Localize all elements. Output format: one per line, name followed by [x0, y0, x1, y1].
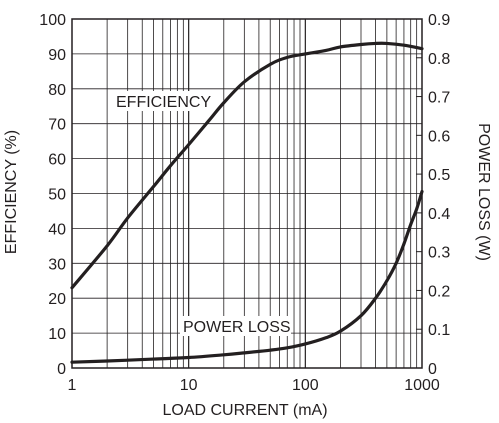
x-tick-label: 1000 [404, 377, 440, 394]
y-tick-label: 30 [48, 256, 66, 273]
x-tick-label: 100 [292, 377, 319, 394]
y-tick-label: 100 [39, 12, 66, 29]
y2-tick-label: 0 [428, 361, 437, 378]
y-tick-label: 60 [48, 152, 66, 169]
y-tick-label: 70 [48, 117, 66, 134]
y2-tick-label: 0.9 [428, 12, 450, 29]
y2-tick-label: 0.3 [428, 245, 450, 262]
power-loss-series-label-group: POWER LOSS [180, 316, 291, 336]
power-loss-label-bg [180, 316, 291, 336]
y-axis-label: EFFICIENCY (%) [3, 130, 20, 254]
efficiency-line [70, 41, 424, 290]
y-tick-label: 80 [48, 82, 66, 99]
efficiency-label-bg [112, 91, 206, 111]
y2-tick-label: 0.6 [428, 128, 450, 145]
grid [72, 19, 422, 368]
x-tick-label: 1 [68, 377, 77, 394]
y2-tick-label: 0.1 [428, 322, 450, 339]
y2-tick-label: 0.2 [428, 283, 450, 300]
tick-labels: 010203040506070809010000.10.20.30.40.50.… [39, 12, 450, 394]
y-tick-label: 40 [48, 221, 66, 238]
y-tick-label: 0 [57, 361, 66, 378]
y2-tick-label: 0.8 [428, 51, 450, 68]
y2-axis-label: POWER LOSS (W) [475, 123, 492, 261]
y2-tick-label: 0.4 [428, 206, 450, 223]
power-loss-line [70, 189, 424, 364]
y-tick-label: 50 [48, 187, 66, 204]
y-tick-label: 10 [48, 326, 66, 343]
x-axis-label: LOAD CURRENT (mA) [162, 402, 327, 419]
y-tick-label: 20 [48, 291, 66, 308]
series [70, 41, 424, 364]
y2-tick-label: 0.5 [428, 167, 450, 184]
x-tick-label: 10 [180, 377, 198, 394]
efficiency-series-label: EFFICIENCY [116, 94, 211, 111]
power-loss-series-label: POWER LOSS [183, 319, 291, 336]
y-tick-label: 90 [48, 47, 66, 64]
y2-tick-label: 0.7 [428, 90, 450, 107]
efficiency-series-label-group: EFFICIENCY [112, 91, 211, 111]
